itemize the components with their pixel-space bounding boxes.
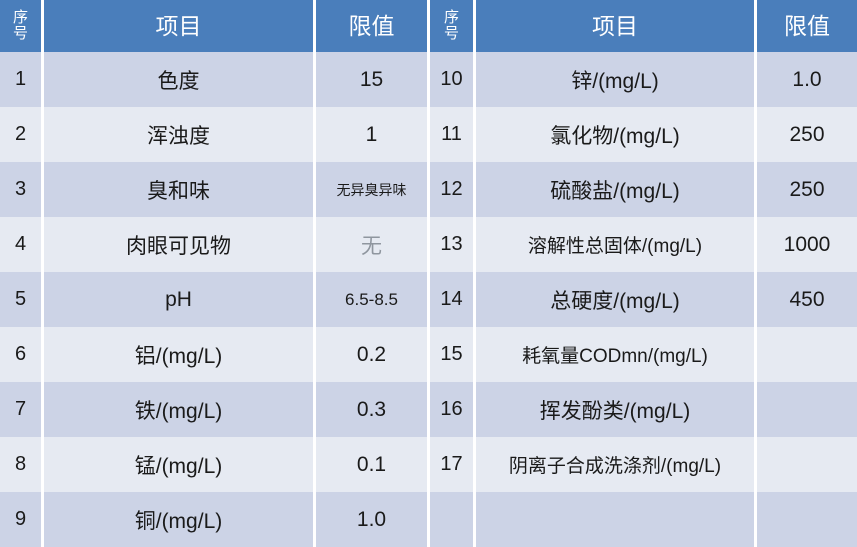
cell-item: 铁/(mg/L) [44,382,313,437]
cell-seq: 10 [430,52,473,107]
table-row: 5 pH 6.5-8.5 [0,272,427,327]
cell-seq: 16 [430,382,473,437]
table-row: 17 阴离子合成洗涤剂/(mg/L) [430,437,857,492]
cell-seq: 6 [0,327,41,382]
cell-seq: 15 [430,327,473,382]
table-header-row-left: 序 号 项目 限值 [0,0,427,52]
table-halves-separator [427,0,430,543]
column-header-seq-line2: 号 [443,25,459,42]
table-row: 11 氯化物/(mg/L) 250 [430,107,857,162]
table-row: 16 挥发酚类/(mg/L) [430,382,857,437]
cell-limit: 0.1 [316,437,427,492]
table-row: 10 锌/(mg/L) 1.0 [430,52,857,107]
cell-limit: 1.0 [316,492,427,547]
cell-seq: 3 [0,162,41,217]
cell-limit: 450 [757,272,857,327]
table-row: 14 总硬度/(mg/L) 450 [430,272,857,327]
cell-item: 肉眼可见物 [44,217,313,272]
cell-seq: 17 [430,437,473,492]
cell-limit: 15 [316,52,427,107]
table-row: 4 肉眼可见物 无 [0,217,427,272]
column-header-limit: 限值 [316,0,427,52]
cell-item: 铜/(mg/L) [44,492,313,547]
cell-limit: 1.0 [757,52,857,107]
cell-limit: 6.5-8.5 [316,272,427,327]
cell-item [476,492,754,547]
table-row: 12 硫酸盐/(mg/L) 250 [430,162,857,217]
cell-limit: 0.3 [316,382,427,437]
table-row: 13 溶解性总固体/(mg/L) 1000 [430,217,857,272]
cell-seq: 5 [0,272,41,327]
cell-seq [430,492,473,547]
cell-seq: 7 [0,382,41,437]
table-half-right: 序 号 项目 限值 10 锌/(mg/L) 1.0 11 氯化物/(mg/L) … [430,0,857,547]
cell-item: 浑浊度 [44,107,313,162]
cell-item: 铝/(mg/L) [44,327,313,382]
cell-limit: 250 [757,162,857,217]
cell-item: 阴离子合成洗涤剂/(mg/L) [476,437,754,492]
cell-item: 锰/(mg/L) [44,437,313,492]
cell-limit [757,492,857,547]
column-header-seq-line1: 序 [12,8,28,26]
column-header-seq: 序 号 [430,0,473,52]
table-row: 2 浑浊度 1 [0,107,427,162]
table-row: 7 铁/(mg/L) 0.3 [0,382,427,437]
cell-item: 氯化物/(mg/L) [476,107,754,162]
table-row: 6 铝/(mg/L) 0.2 [0,327,427,382]
column-header-item: 项目 [476,0,754,52]
table-row: 15 耗氧量CODmn/(mg/L) [430,327,857,382]
cell-seq: 2 [0,107,41,162]
cell-seq: 1 [0,52,41,107]
cell-limit: 1 [316,107,427,162]
cell-item: 耗氧量CODmn/(mg/L) [476,327,754,382]
table-half-left: 序 号 项目 限值 1 色度 15 2 浑浊度 1 3 臭和味 无异臭异味 4 … [0,0,427,547]
table-row: 9 铜/(mg/L) 1.0 [0,492,427,547]
cell-seq: 11 [430,107,473,162]
column-header-seq-line2: 号 [12,25,28,42]
cell-limit [757,327,857,382]
cell-seq: 8 [0,437,41,492]
cell-limit: 0.2 [316,327,427,382]
cell-limit: 1000 [757,217,857,272]
cell-limit: 无 [316,217,427,272]
cell-seq: 9 [0,492,41,547]
cell-item: 锌/(mg/L) [476,52,754,107]
table-row: 8 锰/(mg/L) 0.1 [0,437,427,492]
cell-limit: 250 [757,107,857,162]
cell-limit: 无异臭异味 [316,162,427,217]
table-header-row-right: 序 号 项目 限值 [430,0,857,52]
table-row: 3 臭和味 无异臭异味 [0,162,427,217]
cell-limit [757,382,857,437]
cell-limit [757,437,857,492]
table-row-empty [430,492,857,547]
column-header-seq: 序 号 [0,0,41,52]
cell-item: 硫酸盐/(mg/L) [476,162,754,217]
cell-seq: 4 [0,217,41,272]
cell-item: 色度 [44,52,313,107]
cell-seq: 13 [430,217,473,272]
cell-item: 溶解性总固体/(mg/L) [476,217,754,272]
column-header-seq-line1: 序 [443,8,459,26]
cell-item: 臭和味 [44,162,313,217]
cell-seq: 12 [430,162,473,217]
column-header-item: 项目 [44,0,313,52]
table-row: 1 色度 15 [0,52,427,107]
cell-seq: 14 [430,272,473,327]
cell-item: pH [44,272,313,327]
column-header-limit: 限值 [757,0,857,52]
cell-item: 总硬度/(mg/L) [476,272,754,327]
cell-item: 挥发酚类/(mg/L) [476,382,754,437]
